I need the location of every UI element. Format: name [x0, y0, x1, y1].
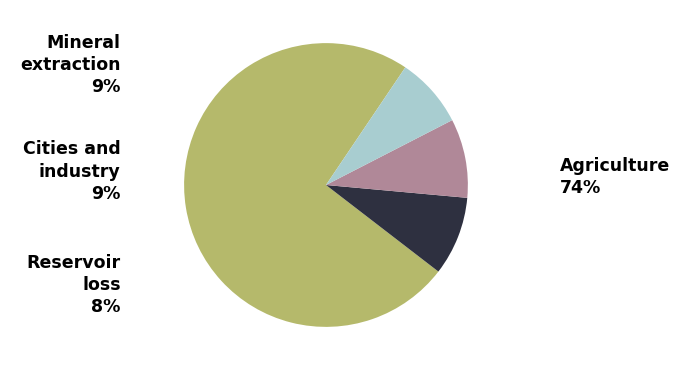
Text: Mineral
extraction
9%: Mineral extraction 9% [20, 34, 120, 96]
Wedge shape [184, 43, 439, 327]
Text: Reservoir
loss
8%: Reservoir loss 8% [27, 254, 120, 316]
Text: Cities and
industry
9%: Cities and industry 9% [23, 141, 120, 203]
Wedge shape [326, 185, 467, 272]
Wedge shape [326, 67, 452, 185]
Wedge shape [326, 120, 468, 198]
Text: Agriculture
74%: Agriculture 74% [560, 157, 670, 197]
